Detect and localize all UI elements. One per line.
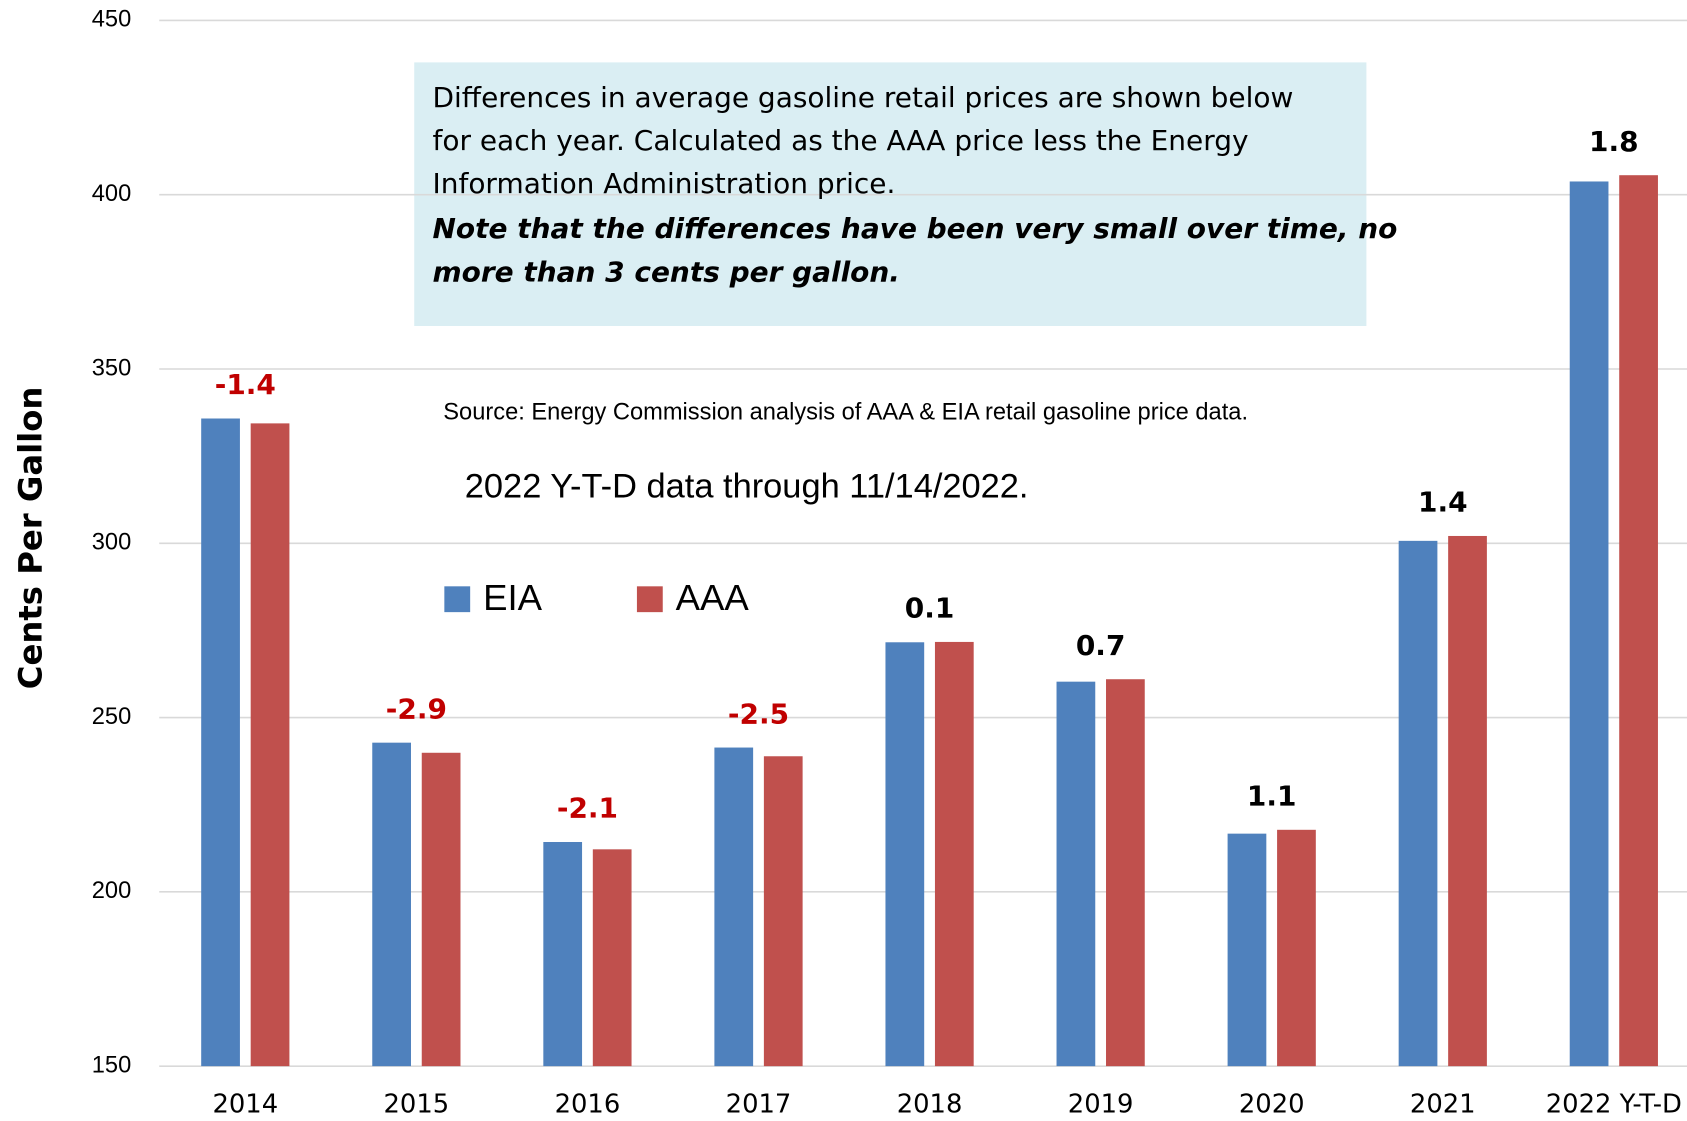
source-note: Source: Energy Commission analysis of AA…	[443, 399, 1248, 425]
difference-label: 0.7	[1076, 629, 1126, 662]
difference-label: -2.1	[557, 792, 618, 825]
difference-label: 1.4	[1418, 486, 1468, 519]
difference-label: 1.1	[1247, 780, 1297, 813]
difference-label: 0.1	[905, 592, 955, 625]
y-tick-label: 400	[92, 181, 131, 207]
y-tick-label: 150	[92, 1052, 131, 1078]
bar	[592, 849, 632, 1067]
note-emphasis: more than 3 cents per gallon.	[433, 255, 900, 288]
note-line: Information Administration price.	[433, 167, 896, 200]
bar	[1619, 175, 1658, 1067]
bar	[885, 642, 925, 1067]
y-tick-label: 200	[92, 878, 131, 904]
x-tick-label: 2019	[1068, 1089, 1134, 1119]
bar	[421, 752, 461, 1067]
x-tick-label: 2017	[726, 1089, 792, 1119]
bar	[1448, 535, 1487, 1067]
y-axis-label: Cents Per Gallon	[11, 387, 49, 690]
bar	[763, 756, 803, 1067]
legend-swatch	[444, 586, 471, 613]
bar	[250, 423, 290, 1067]
y-tick-label: 350	[92, 355, 131, 381]
bar	[372, 742, 411, 1067]
bar	[934, 641, 974, 1067]
x-tick-label: 2018	[897, 1089, 963, 1119]
y-tick-label: 300	[92, 530, 131, 556]
legend-swatch	[636, 586, 663, 613]
legend-label: EIA	[483, 577, 543, 618]
y-tick-label: 450	[92, 7, 131, 33]
bar	[1398, 540, 1438, 1067]
bar	[1227, 833, 1267, 1067]
difference-label: -1.4	[215, 368, 276, 401]
x-tick-label: 2016	[555, 1089, 621, 1119]
bar	[201, 418, 240, 1067]
difference-label: -2.5	[728, 697, 789, 730]
bar	[1106, 679, 1145, 1067]
difference-label: 1.8	[1589, 125, 1639, 158]
difference-label: -2.9	[386, 692, 447, 725]
legend-label: AAA	[676, 577, 750, 618]
note-emphasis: Note that the differences have been very…	[433, 212, 1398, 245]
bar	[543, 842, 583, 1067]
note-line: Differences in average gasoline retail p…	[433, 81, 1294, 114]
ytd-note: 2022 Y-T-D data through 11/14/2022.	[465, 468, 1029, 506]
bar	[714, 747, 754, 1067]
y-tick-label: 250	[92, 704, 131, 730]
bar	[1569, 181, 1609, 1067]
bar	[1056, 681, 1096, 1067]
x-tick-label: 2014	[212, 1089, 278, 1119]
x-tick-label: 2021	[1410, 1089, 1476, 1119]
x-tick-label: 2020	[1239, 1089, 1305, 1119]
x-tick-label: 2022 Y-T-D	[1546, 1089, 1682, 1119]
x-tick-label: 2015	[384, 1089, 450, 1119]
note-line: for each year. Calculated as the AAA pri…	[433, 124, 1249, 157]
bar	[1277, 829, 1316, 1067]
